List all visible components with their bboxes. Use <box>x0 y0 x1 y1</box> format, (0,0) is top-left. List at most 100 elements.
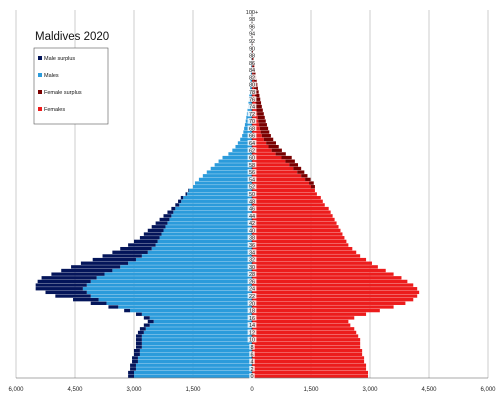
male-surplus-bar <box>45 290 87 295</box>
legend-label: Males <box>44 73 59 79</box>
female-surplus-bar <box>309 181 314 185</box>
male-bar <box>206 170 252 174</box>
age-label-bg <box>247 110 257 117</box>
bars <box>35 10 420 378</box>
age-label: 18 <box>249 309 255 315</box>
age-label-bg <box>247 183 257 190</box>
age-label: 10 <box>249 338 255 344</box>
male-surplus-bar <box>120 246 152 251</box>
age-label: 40 <box>249 228 255 234</box>
male-bar <box>141 345 252 349</box>
age-label: 48 <box>249 199 255 205</box>
male-bar <box>232 148 252 152</box>
x-tick-label: 6,000 <box>480 387 496 393</box>
age-label: 46 <box>249 207 255 213</box>
male-surplus-bar <box>143 232 162 236</box>
female-bar <box>252 345 361 349</box>
male-surplus-bar <box>134 349 140 353</box>
legend-label: Male surplus <box>44 56 75 62</box>
male-bar <box>202 174 252 178</box>
male-surplus-bar <box>41 276 97 280</box>
age-label: 78 <box>249 90 255 96</box>
legend-swatch <box>38 107 42 111</box>
male-bar <box>149 323 252 327</box>
male-surplus-bar <box>163 214 172 218</box>
age-label-bg <box>247 125 257 132</box>
age-label-bg <box>247 147 257 153</box>
male-bar <box>198 177 252 182</box>
age-labels: 0246810121416182022242628303234363840424… <box>244 8 260 380</box>
female-surplus-bar <box>285 159 295 163</box>
female-bar <box>252 64 253 69</box>
age-label-bg <box>247 30 257 37</box>
age-label: 66 <box>249 134 255 140</box>
female-bar <box>252 148 272 152</box>
x-tick-label: 6,000 <box>8 387 24 393</box>
age-label-bg <box>247 329 257 336</box>
age-label: 4 <box>250 360 253 366</box>
male-surplus-bar <box>108 305 119 309</box>
male-surplus-bar <box>134 239 158 244</box>
female-bar <box>252 239 347 244</box>
male-bar <box>135 257 252 262</box>
male-bar <box>147 250 252 254</box>
age-label-bg <box>247 45 257 51</box>
age-label-bg <box>247 307 257 314</box>
female-bar <box>252 199 323 203</box>
male-bar <box>214 163 252 167</box>
age-label-bg <box>247 67 257 73</box>
age-label: 86 <box>249 61 255 67</box>
female-surplus-bar <box>281 155 292 160</box>
male-surplus-bar <box>178 199 182 203</box>
x-tick-label: 0 <box>250 387 254 393</box>
female-bar <box>252 268 386 273</box>
male-bar <box>141 341 252 346</box>
female-bar <box>252 141 267 145</box>
male-bar <box>251 64 252 69</box>
male-bar <box>134 370 252 375</box>
male-bar <box>250 79 252 83</box>
male-surplus-bar <box>135 345 142 349</box>
female-surplus-bar <box>257 115 265 120</box>
female-bar <box>252 323 351 327</box>
age-label-bg <box>247 169 257 175</box>
age-label-bg <box>247 132 257 139</box>
female-bar <box>252 261 372 265</box>
legend-swatch <box>38 56 42 60</box>
male-surplus-bar <box>171 206 176 211</box>
age-label-bg <box>249 373 255 379</box>
male-bar <box>173 210 252 214</box>
female-surplus-bar <box>252 57 254 61</box>
female-bar <box>252 72 254 76</box>
female-bar <box>252 297 414 302</box>
male-bar <box>98 297 252 302</box>
male-surplus-bar <box>167 210 174 214</box>
legend-swatch <box>38 73 42 77</box>
age-label-bg <box>247 285 257 292</box>
male-surplus-bar <box>55 294 91 298</box>
female-bar <box>252 134 262 138</box>
male-bar <box>134 374 252 378</box>
male-bar <box>151 246 252 251</box>
age-label: 74 <box>249 105 255 111</box>
female-bar <box>252 163 290 167</box>
male-surplus-bar <box>143 323 150 327</box>
male-bar <box>179 203 252 207</box>
male-bar <box>141 334 252 338</box>
male-surplus-bar <box>128 370 134 375</box>
male-bar <box>128 261 252 265</box>
female-bar <box>252 276 402 280</box>
female-bar <box>252 210 331 214</box>
female-surplus-bar <box>289 163 299 167</box>
female-bar <box>252 319 349 324</box>
female-surplus-bar <box>258 119 266 123</box>
male-surplus-bar <box>90 301 107 305</box>
male-bar <box>137 356 252 360</box>
male-bar <box>141 338 252 342</box>
female-bar <box>252 287 418 291</box>
age-label-bg <box>247 88 257 95</box>
male-bar <box>82 287 252 291</box>
male-bar <box>137 359 252 364</box>
age-label: 84 <box>249 68 255 74</box>
male-surplus-bar <box>128 374 134 378</box>
